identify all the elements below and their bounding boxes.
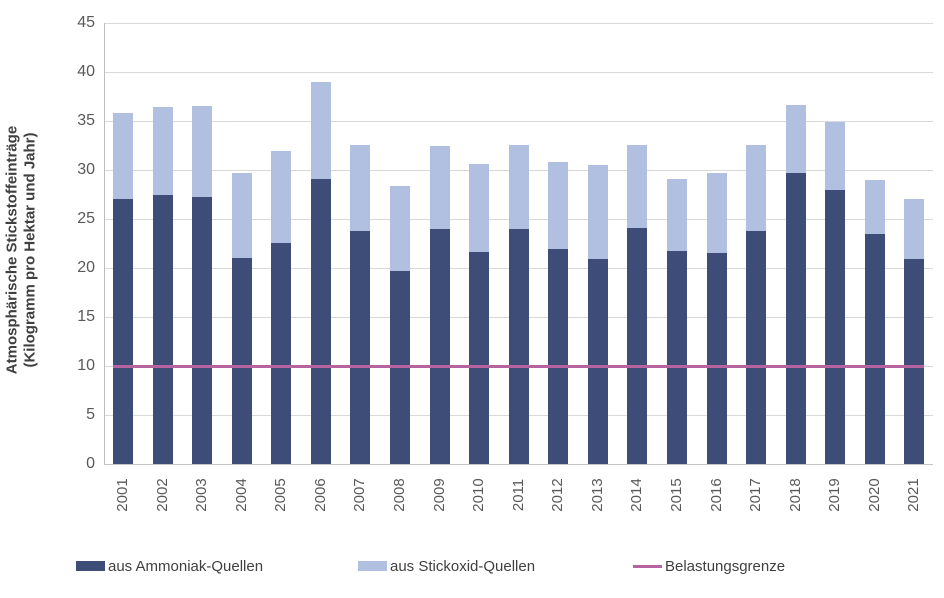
x-tick-label: 2011: [510, 478, 527, 512]
x-tick-label: 2020: [866, 478, 883, 512]
y-tick-label: 35: [77, 112, 95, 129]
x-tick-label: 2012: [549, 478, 566, 512]
bar-segment-ammoniak: [430, 229, 450, 464]
y-tick-label: 45: [77, 14, 95, 31]
x-tick-label: 2016: [708, 478, 725, 512]
bar-segment-ammoniak: [509, 229, 529, 464]
x-tick-label: 2021: [905, 478, 922, 512]
x-tick-label: 2007: [351, 478, 368, 512]
bar-segment-ammoniak: [825, 190, 845, 464]
bar-segment-ammoniak: [469, 252, 489, 464]
stickoxid-swatch: [358, 561, 387, 571]
x-tick-label: 2008: [391, 478, 408, 512]
bar-segment-stickoxid: [113, 113, 133, 199]
x-tick-label: 2005: [272, 478, 289, 512]
bar-segment-ammoniak: [271, 243, 291, 464]
bar-segment-ammoniak: [153, 195, 173, 464]
bar-segment-stickoxid: [153, 107, 173, 195]
bar-segment-stickoxid: [192, 106, 212, 197]
bar-segment-stickoxid: [707, 173, 727, 253]
x-tick-label: 2003: [193, 478, 210, 512]
legend-label-belastungsgrenze: Belastungsgrenze: [665, 557, 786, 575]
bar-segment-stickoxid: [865, 180, 885, 234]
y-tick-label: 10: [77, 357, 95, 374]
bar-segment-ammoniak: [232, 258, 252, 464]
bar-segment-ammoniak: [746, 231, 766, 464]
belastungsgrenze-line-swatch: [633, 564, 662, 568]
bar-segment-stickoxid: [548, 162, 568, 249]
y-tick-label: 30: [77, 161, 95, 178]
legend-item-belastungsgrenze: Belastungsgrenze: [633, 556, 785, 576]
legend-label-ammoniak: aus Ammoniak-Quellen: [108, 557, 264, 575]
bar-segment-stickoxid: [232, 173, 252, 258]
bar-segment-ammoniak: [667, 251, 687, 464]
gridline: [105, 72, 933, 73]
bar-segment-stickoxid: [509, 145, 529, 229]
bar-segment-stickoxid: [350, 145, 370, 231]
x-tick-label: 2018: [787, 478, 804, 512]
y-tick-label: 25: [77, 210, 95, 227]
x-tick-label: 2001: [114, 478, 131, 512]
bar-segment-ammoniak: [548, 249, 568, 464]
x-tick-label: 2013: [589, 478, 606, 512]
legend-item-stickoxid: aus Stickoxid-Quellen: [358, 556, 535, 576]
bar-segment-stickoxid: [390, 186, 410, 271]
y-tick-label: 5: [86, 406, 95, 423]
bar-segment-ammoniak: [311, 179, 331, 464]
bar-segment-stickoxid: [469, 164, 489, 252]
bar-segment-stickoxid: [667, 179, 687, 251]
bar-segment-stickoxid: [311, 82, 331, 179]
gridline: [105, 23, 933, 24]
bar-segment-stickoxid: [825, 122, 845, 190]
bar-segment-ammoniak: [350, 231, 370, 464]
bar-segment-ammoniak: [113, 199, 133, 464]
x-tick-label: 2014: [628, 478, 645, 512]
x-tick-label: 2004: [233, 478, 250, 512]
gridline: [105, 121, 933, 122]
y-tick-label: 40: [77, 63, 95, 80]
bar-segment-ammoniak: [192, 197, 212, 464]
x-tick-label: 2010: [470, 478, 487, 512]
bar-segment-stickoxid: [430, 146, 450, 229]
y-tick-label: 15: [77, 308, 95, 325]
bar-segment-stickoxid: [588, 165, 608, 259]
x-tick-label: 2015: [668, 478, 685, 512]
x-tick-label: 2019: [826, 478, 843, 512]
bar-segment-ammoniak: [627, 228, 647, 464]
legend-item-ammoniak: aus Ammoniak-Quellen: [76, 556, 263, 576]
y-axis-line: [104, 23, 105, 464]
x-tick-label: 2006: [312, 478, 329, 512]
belastungsgrenze-line: [113, 365, 924, 368]
bar-segment-ammoniak: [707, 253, 727, 464]
ammoniak-swatch: [76, 561, 105, 571]
bar-segment-stickoxid: [746, 145, 766, 231]
bar-segment-stickoxid: [627, 145, 647, 228]
bar-segment-stickoxid: [786, 105, 806, 173]
bar-segment-stickoxid: [271, 151, 291, 243]
x-tick-label: 2009: [431, 478, 448, 512]
bar-segment-ammoniak: [904, 259, 924, 464]
x-tick-label: 2002: [154, 478, 171, 512]
y-tick-label: 20: [77, 259, 95, 276]
bar-segment-ammoniak: [588, 259, 608, 464]
y-tick-label: 0: [86, 455, 95, 472]
bar-segment-ammoniak: [786, 173, 806, 464]
legend-label-stickoxid: aus Stickoxid-Quellen: [390, 557, 536, 575]
x-axis-line: [104, 464, 933, 465]
bar-segment-stickoxid: [904, 199, 924, 259]
bar-segment-ammoniak: [865, 234, 885, 464]
x-tick-label: 2017: [747, 478, 764, 512]
